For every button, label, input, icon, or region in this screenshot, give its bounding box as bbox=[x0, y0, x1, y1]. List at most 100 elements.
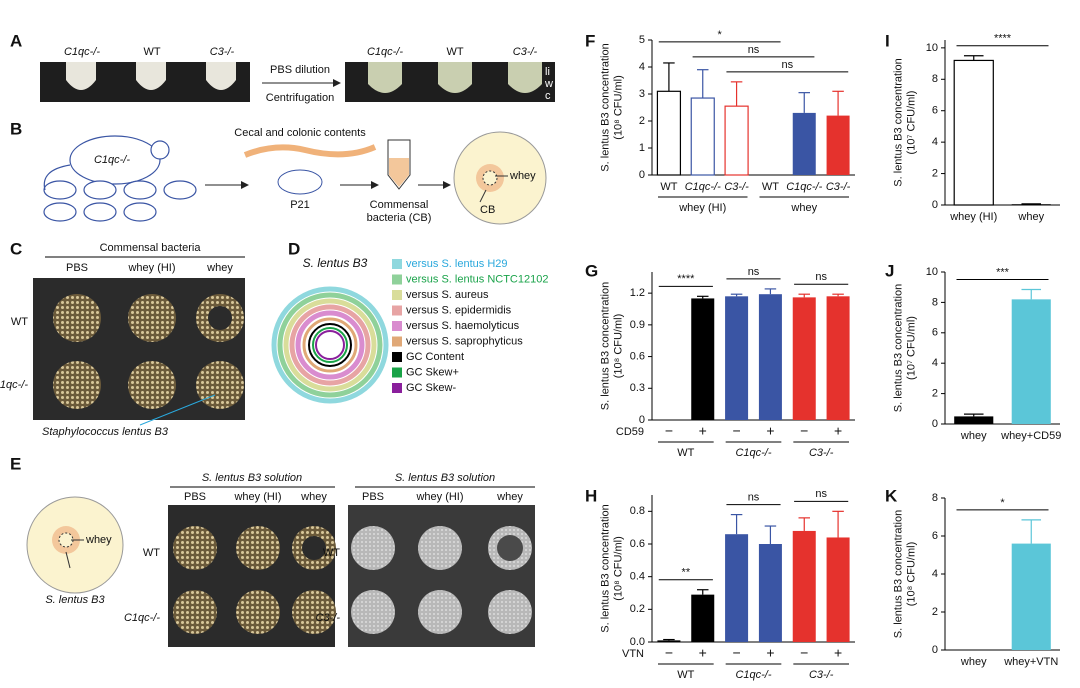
y-axis-label: (10⁸ CFU/ml) bbox=[612, 75, 624, 140]
error-bar bbox=[663, 638, 675, 641]
y-tick-label: 2 bbox=[932, 606, 938, 618]
legend-label: versus S. aureus bbox=[406, 289, 489, 301]
legend-label: versus S. lentus H29 bbox=[406, 258, 508, 270]
bar bbox=[758, 294, 782, 420]
label: C1qc-/- bbox=[0, 379, 28, 391]
label: whey bbox=[300, 491, 327, 503]
pointer bbox=[65, 551, 71, 569]
tube-content bbox=[389, 158, 409, 187]
bar bbox=[725, 534, 749, 642]
error-bar bbox=[832, 90, 844, 116]
error-bar bbox=[832, 293, 844, 297]
y-tick-label: 0.6 bbox=[630, 538, 645, 550]
significance-label: ** bbox=[682, 567, 691, 579]
y-tick-label: 0.9 bbox=[630, 319, 645, 331]
colonies bbox=[53, 294, 244, 409]
group-label: C3-/- bbox=[809, 669, 834, 681]
y-axis-label: S. lentus B3 concentration bbox=[892, 284, 904, 412]
error-bar bbox=[764, 525, 777, 544]
x-tick-label: − bbox=[732, 645, 740, 661]
x-axis-label: CD59 bbox=[616, 426, 644, 438]
error-bar bbox=[764, 288, 777, 295]
circular-genome bbox=[271, 286, 389, 404]
error-bar bbox=[696, 589, 709, 595]
x-tick-label: − bbox=[665, 423, 673, 439]
legend-swatch bbox=[392, 336, 402, 347]
x-tick-label: + bbox=[834, 645, 842, 661]
error-bar bbox=[963, 413, 984, 417]
bar bbox=[1011, 204, 1051, 205]
label: PBS dilution bbox=[270, 64, 330, 76]
label: S. lentus B3 bbox=[45, 594, 105, 606]
significance-label: ns bbox=[782, 59, 794, 71]
well bbox=[482, 170, 498, 186]
y-tick-label: 4 bbox=[932, 136, 938, 148]
legend-label: GC Skew+ bbox=[406, 366, 459, 378]
label: whey (HI) bbox=[127, 262, 175, 274]
label: WT bbox=[143, 46, 160, 58]
legend-label: versus S. saprophyticus bbox=[406, 335, 523, 347]
y-tick-label: 0 bbox=[639, 414, 645, 426]
legend-swatch bbox=[392, 259, 402, 269]
y-tick-label: 6 bbox=[932, 530, 938, 542]
y-tick-label: 8 bbox=[932, 73, 938, 85]
y-axis-label: (10⁸ CFU/ml) bbox=[612, 314, 624, 379]
bar bbox=[758, 544, 782, 642]
error-bar bbox=[730, 513, 743, 535]
y-tick-label: 0.4 bbox=[630, 571, 645, 583]
y-tick-label: 0.8 bbox=[630, 505, 645, 517]
y-axis-label: (10⁸ CFU/ml) bbox=[905, 542, 917, 607]
legend-swatch bbox=[392, 352, 402, 362]
x-tick-label: + bbox=[834, 423, 842, 439]
tubes bbox=[368, 62, 542, 93]
x-tick-label: whey+VTN bbox=[1003, 656, 1058, 668]
significance-label: ns bbox=[748, 44, 760, 56]
panel-letter: F bbox=[585, 31, 595, 50]
y-tick-label: 4 bbox=[932, 357, 938, 369]
label: C1qc-/- bbox=[124, 612, 160, 624]
x-axis-label: VTN bbox=[622, 648, 644, 660]
y-tick-label: 5 bbox=[639, 34, 645, 46]
error-bar bbox=[696, 69, 709, 99]
y-tick-label: 0 bbox=[932, 199, 938, 211]
significance-label: ns bbox=[748, 266, 760, 278]
error-bar bbox=[1021, 519, 1042, 544]
panel-letter: J bbox=[885, 261, 894, 280]
significance-label: ns bbox=[815, 488, 827, 500]
legend-label: versus S. haemolyticus bbox=[406, 320, 520, 332]
x-tick-label: + bbox=[699, 423, 707, 439]
bar bbox=[656, 90, 682, 176]
tubes bbox=[66, 62, 236, 90]
label: WT bbox=[143, 547, 160, 559]
label: C1qc-/- bbox=[64, 46, 100, 58]
significance-label: ns bbox=[748, 492, 760, 504]
x-tick-label: whey bbox=[960, 656, 987, 668]
well bbox=[58, 532, 74, 548]
label: CB bbox=[480, 204, 495, 216]
label: P21 bbox=[290, 199, 310, 211]
y-tick-label: 8 bbox=[932, 492, 938, 504]
legend-swatch bbox=[392, 305, 402, 316]
y-tick-label: 2 bbox=[639, 115, 645, 127]
y-tick-label: 0.3 bbox=[630, 382, 645, 394]
group-label: C3-/- bbox=[809, 447, 834, 459]
panel-letter: D bbox=[288, 239, 300, 258]
x-tick-label: − bbox=[800, 423, 808, 439]
y-tick-label: 0.0 bbox=[630, 636, 645, 648]
y-tick-label: 2 bbox=[932, 388, 938, 400]
error-bar bbox=[798, 92, 811, 113]
error-bar bbox=[696, 295, 709, 299]
y-tick-label: 10 bbox=[926, 266, 938, 278]
y-tick-label: 0.2 bbox=[630, 603, 645, 615]
label: whey (HI) bbox=[415, 491, 463, 503]
y-axis-label: S. lentus B3 concentration bbox=[599, 504, 611, 632]
group-label: whey (HI) bbox=[678, 202, 726, 214]
x-tick-label: − bbox=[732, 423, 740, 439]
bar bbox=[792, 530, 816, 642]
y-tick-label: 1 bbox=[639, 142, 645, 154]
legend: versus S. lentus H29 versus S. lentus NCT… bbox=[392, 258, 548, 394]
group-label: WT bbox=[677, 447, 694, 459]
label: PBS bbox=[184, 491, 206, 503]
x-tick-label: − bbox=[800, 645, 808, 661]
bar bbox=[954, 416, 994, 424]
